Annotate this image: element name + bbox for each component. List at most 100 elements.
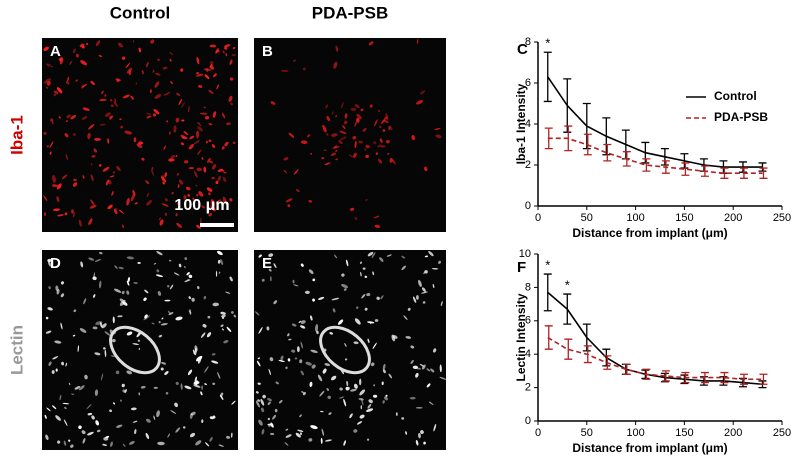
speck [327, 395, 331, 400]
speck [81, 45, 85, 49]
scale-bar-label: 100 μm [174, 197, 229, 214]
speck [294, 357, 298, 360]
speck [208, 123, 213, 126]
speck [210, 199, 215, 207]
speck [209, 44, 217, 48]
speck [215, 48, 219, 54]
speck [320, 437, 323, 444]
speck [107, 138, 110, 144]
speck [221, 145, 225, 150]
speck [208, 192, 211, 196]
speck [55, 285, 59, 292]
speck [352, 135, 357, 140]
speck [64, 406, 67, 410]
speck [232, 141, 236, 144]
speck [114, 98, 117, 103]
speck [45, 86, 48, 89]
speck [98, 54, 103, 58]
speck [285, 428, 289, 431]
speck [72, 212, 76, 218]
speck [56, 87, 63, 94]
speck [307, 134, 311, 138]
speck [56, 183, 62, 190]
speck [163, 145, 166, 150]
speck [201, 157, 204, 160]
speck [261, 278, 265, 282]
speck [269, 276, 272, 282]
speck [209, 437, 213, 442]
speck [135, 82, 138, 85]
speck [206, 68, 209, 73]
y-tick-label: 8 [525, 36, 531, 48]
speck [49, 151, 52, 155]
speck [374, 224, 381, 228]
speck [428, 401, 434, 406]
speck [117, 42, 124, 48]
speck [372, 271, 375, 276]
error-bar [739, 373, 748, 385]
speck [223, 340, 229, 344]
speck [403, 315, 408, 321]
speck [119, 118, 122, 121]
speck [384, 116, 388, 120]
speck [88, 218, 93, 226]
speck [430, 368, 435, 373]
speck [81, 116, 88, 120]
panel-label: F [517, 259, 526, 276]
speck [359, 414, 365, 419]
speck [184, 257, 188, 261]
speck [203, 106, 207, 109]
speck [143, 315, 150, 321]
speck [364, 307, 368, 311]
speck [221, 112, 226, 119]
speck [198, 85, 203, 88]
x-tick-label: 250 [773, 427, 791, 439]
speck [309, 381, 313, 387]
speck [215, 199, 221, 205]
error-bar [642, 368, 651, 380]
speck [310, 349, 318, 354]
speck [155, 274, 164, 278]
series-line [547, 291, 763, 386]
speck [375, 152, 378, 156]
speck [83, 298, 87, 305]
panel-label: B [262, 43, 273, 60]
error-bar [759, 167, 768, 179]
error-bar [583, 133, 592, 156]
speck [322, 125, 327, 133]
speck [114, 265, 118, 269]
speck [278, 359, 285, 363]
speck [74, 386, 81, 390]
speck [176, 222, 183, 228]
speck [89, 204, 97, 209]
speck [310, 152, 313, 155]
speck [331, 111, 334, 115]
series-line [547, 137, 763, 174]
speck [88, 257, 95, 261]
x-tick-label: 200 [724, 427, 742, 439]
speck [300, 140, 308, 144]
speck [168, 259, 172, 262]
speck [422, 301, 426, 304]
speck [71, 393, 75, 395]
speck [160, 323, 168, 326]
speck [121, 290, 125, 295]
speck [157, 291, 162, 296]
speck [99, 322, 103, 328]
speck [310, 425, 318, 430]
speck [344, 113, 348, 119]
speck [157, 58, 160, 61]
speck [338, 396, 345, 399]
speck [349, 413, 353, 419]
speck [55, 415, 61, 421]
speck [369, 322, 372, 325]
speck [284, 442, 289, 446]
speck [324, 162, 331, 166]
speck [260, 407, 265, 413]
speck [117, 315, 123, 318]
speck [210, 205, 216, 212]
speck [407, 307, 411, 311]
speck [220, 395, 224, 400]
speck [343, 288, 347, 291]
speck [270, 433, 275, 435]
